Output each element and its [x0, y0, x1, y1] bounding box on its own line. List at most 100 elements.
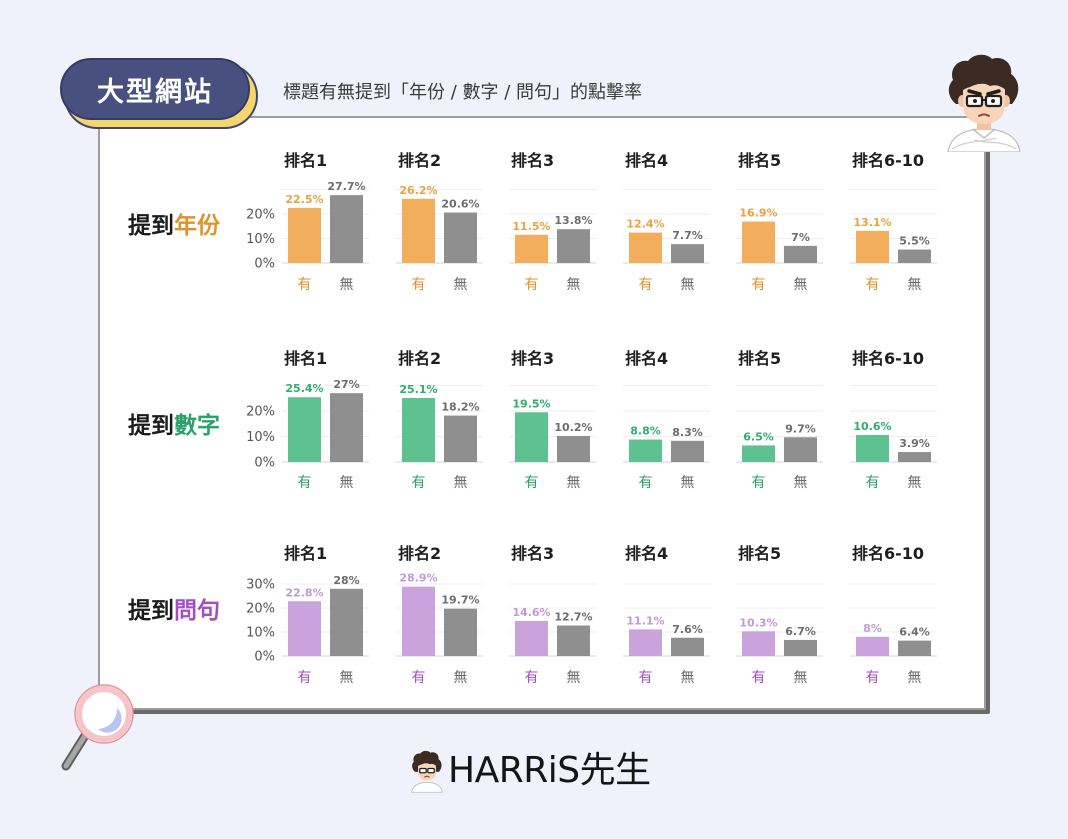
value-number: 7 [791, 231, 799, 244]
mini-chart: 排名6-10 10.6% 有 3.9% 無 [850, 349, 937, 491]
row-label: 提到數字 [128, 412, 220, 439]
x-label-yes: 有 [298, 670, 312, 686]
value-label: 19.7% [441, 594, 479, 607]
value-number: 26.2 [399, 184, 426, 197]
value-number: 12.4 [626, 218, 653, 231]
bar-no [557, 229, 590, 263]
x-label-yes: 有 [298, 277, 312, 293]
bar-no [330, 195, 363, 263]
bar-no [444, 415, 477, 462]
bar-yes [856, 230, 889, 263]
chart-row-0: 提到年份0%10%20%排名122.5%有27.7%無排名226.2%有20.6… [128, 151, 937, 293]
value-unit: % [767, 207, 778, 220]
value-number: 11.5 [512, 220, 539, 233]
magnifying-glass-icon [61, 684, 134, 771]
mini-chart: 排名3 14.6% 有 12.7% 無 [509, 544, 596, 686]
page-subtitle: 標題有無提到「年份 / 數字 / 問句」的點擊率 [283, 82, 643, 103]
y-tick-label: 30% [246, 578, 275, 593]
value-number: 19.7 [441, 594, 468, 607]
avatar-collar [972, 128, 996, 139]
value-number: 22.8 [285, 586, 312, 599]
value-number: 12.7 [554, 611, 581, 624]
x-label-no: 無 [340, 670, 354, 686]
value-unit: % [805, 422, 816, 435]
y-tick-unit: % [263, 578, 275, 593]
x-label-yes: 有 [525, 670, 539, 686]
row-label-topic: 數字 [174, 412, 220, 439]
bar-no [784, 245, 817, 263]
value-label: 10.2% [554, 421, 592, 434]
value-unit: % [692, 426, 703, 439]
bar-no [784, 437, 817, 462]
bar-yes [288, 601, 321, 656]
bar-yes [402, 586, 435, 656]
mini-chart: 排名4 12.4% 有 7.7% 無 [623, 151, 710, 293]
bar-yes [742, 631, 775, 656]
value-unit: % [582, 611, 593, 624]
bar-yes [402, 198, 435, 263]
y-tick-label: 0% [254, 257, 275, 272]
avatar-fringe [960, 74, 1008, 92]
value-label: 3.9% [899, 437, 930, 450]
x-label-no: 無 [794, 277, 808, 293]
x-label-no: 無 [340, 475, 354, 491]
value-number: 3.9 [899, 437, 919, 450]
value-unit: % [427, 572, 438, 585]
value-label: 11.1% [626, 614, 664, 627]
x-label-yes: 有 [752, 475, 766, 491]
y-tick-value: 10 [246, 232, 263, 247]
value-unit: % [427, 184, 438, 197]
bar-no [444, 212, 477, 263]
value-unit: % [919, 626, 930, 639]
mini-chart: 排名2 26.2% 有 20.6% 無 [396, 151, 483, 293]
value-number: 11.1 [626, 614, 653, 627]
x-label-yes: 有 [525, 277, 539, 293]
mini-chart: 排名6-10 13.1% 有 5.5% 無 [850, 151, 937, 293]
row-label-prefix: 提到 [128, 212, 174, 239]
value-unit: % [313, 586, 324, 599]
row-label-prefix: 提到 [128, 597, 174, 624]
brand-logo: HARRiS先生 [410, 746, 651, 796]
bar-yes [856, 434, 889, 462]
y-tick-label: 10% [246, 430, 275, 445]
x-label-yes: 有 [866, 670, 880, 686]
value-unit: % [692, 623, 703, 636]
value-label: 8.8% [630, 425, 661, 438]
value-unit: % [540, 397, 551, 410]
value-unit: % [582, 421, 593, 434]
value-label: 25.4% [285, 382, 323, 395]
value-number: 19.5 [512, 397, 539, 410]
value-unit: % [919, 437, 930, 450]
value-unit: % [469, 401, 480, 414]
y-tick-label: 0% [254, 650, 275, 665]
y-tick-label: 20% [246, 405, 275, 420]
rank-header: 排名2 [398, 151, 441, 170]
site-size-badge: 大型網站 [60, 58, 250, 120]
avatar-right-eyebrow [986, 89, 1001, 96]
rank-header: 排名3 [511, 151, 554, 170]
value-label: 11.5% [512, 220, 550, 233]
value-number: 27.7 [327, 180, 354, 193]
x-label-no: 無 [681, 475, 695, 491]
badge-text: 大型網站 [97, 76, 213, 108]
value-unit: % [654, 614, 665, 627]
value-label: 13.1% [853, 216, 891, 229]
bar-no [330, 393, 363, 462]
x-label-yes: 有 [412, 277, 426, 293]
value-unit: % [313, 193, 324, 206]
mini-chart: 排名4 11.1% 有 7.6% 無 [623, 544, 710, 686]
bar-yes [742, 445, 775, 462]
value-label: 10.3% [739, 616, 777, 629]
x-label-yes: 有 [752, 670, 766, 686]
value-unit: % [540, 606, 551, 619]
row-label-topic: 年份 [174, 212, 221, 239]
logo-text: HARRiS先生 [448, 750, 651, 791]
bar-yes [629, 629, 662, 656]
avatar-right-pupil [991, 99, 995, 103]
mini-chart: 排名2 25.1% 有 18.2% 無 [396, 349, 483, 491]
y-tick-value: 10 [246, 430, 263, 445]
mini-chart: 排名5 6.5% 有 9.7% 無 [736, 349, 823, 491]
x-label-yes: 有 [866, 277, 880, 293]
y-tick-label: 0% [254, 456, 275, 471]
y-tick-unit: % [263, 257, 275, 272]
